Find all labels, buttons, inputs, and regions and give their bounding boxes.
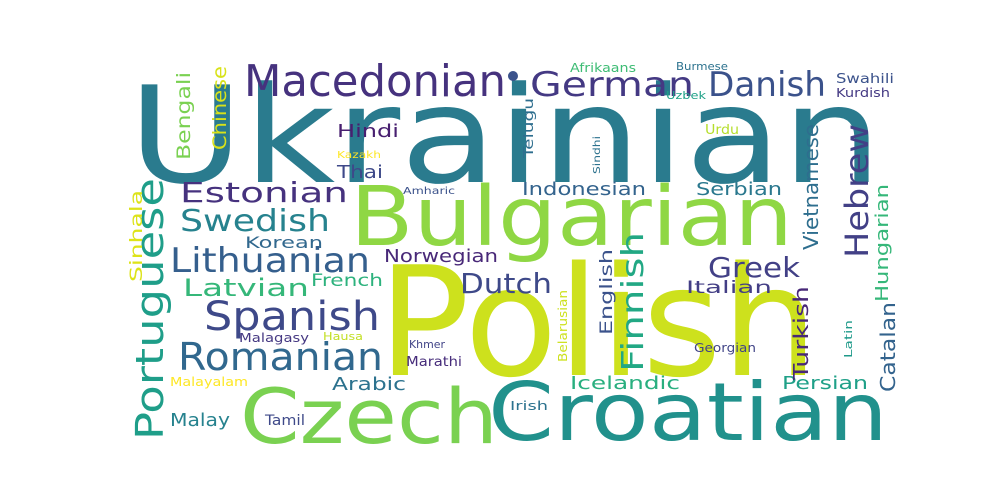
word-finnish: Finnish: [616, 232, 651, 372]
word-catalan: Catalan: [876, 302, 900, 392]
word-turkish: Turkish: [789, 286, 813, 381]
word-italian: Italian: [686, 278, 772, 298]
word-kurdish: Kurdish: [836, 86, 890, 100]
word-german: German: [530, 65, 694, 105]
word-serbian: Serbian: [696, 179, 782, 200]
word-croatian: Croatian: [488, 366, 888, 459]
word-english: English: [597, 249, 617, 335]
word-macedonian: Macedonian: [244, 56, 506, 107]
word-indonesian: Indonesian: [522, 179, 646, 200]
word-burmese: Burmese: [676, 60, 728, 73]
word-hungarian: Hungarian: [872, 184, 893, 302]
word-amharic: Amharic: [403, 186, 455, 197]
word-ukrainian: Ukrainian: [128, 58, 882, 214]
word-vietnamese: Vietnamese: [799, 124, 823, 250]
word-danish: Danish: [708, 65, 826, 105]
word-khmer: Khmer: [409, 338, 445, 351]
word-hindi: Hindi: [337, 121, 399, 142]
word-swedish: Swedish: [180, 204, 330, 239]
word-bulgarian: Bulgarian: [350, 170, 793, 265]
word-latin: Latin: [842, 320, 855, 358]
word-malay: Malay: [170, 410, 230, 431]
word-latvian: Latvian: [183, 274, 309, 302]
word-arabic: Arabic: [332, 374, 406, 395]
word-french: French: [311, 271, 383, 291]
word-persian: Persian: [782, 373, 868, 394]
word-malagasy: Malagasy: [239, 331, 309, 345]
word-polish: Polish: [378, 234, 818, 411]
word-kazakh: Kazakh: [337, 150, 381, 161]
word-korean: Korean: [245, 233, 323, 252]
word-telugu: Telugu: [522, 98, 537, 159]
word-thai: Thai: [336, 162, 383, 183]
word-urdu: Urdu: [705, 123, 739, 138]
separator-dot: [508, 71, 518, 81]
word-greek: Greek: [708, 251, 801, 284]
word-hausa: Hausa: [323, 330, 363, 343]
word-afrikaans: Afrikaans: [570, 61, 636, 75]
word-czech: Czech: [240, 372, 498, 461]
word-spanish: Spanish: [204, 294, 380, 340]
word-romanian: Romanian: [178, 335, 383, 379]
word-malayalam: Malayalam: [170, 375, 248, 389]
word-dutch: Dutch: [460, 267, 552, 300]
word-uzbek: Uzbek: [666, 89, 707, 102]
word-portuguese: Portuguese: [128, 178, 172, 440]
word-georgian: Georgian: [694, 341, 756, 355]
word-norwegian: Norwegian: [384, 246, 498, 267]
word-sindhi: Sindhi: [592, 136, 603, 174]
word-swahili: Swahili: [836, 72, 894, 87]
word-icelandic: Icelandic: [570, 373, 680, 394]
word-belarusian: Belarusian: [556, 290, 570, 362]
word-hebrew: Hebrew: [838, 124, 876, 258]
word-sinhala: Sinhala: [127, 190, 147, 282]
word-chinese: Chinese: [209, 66, 231, 150]
word-estonian: Estonian: [180, 176, 348, 209]
word-bengali: Bengali: [173, 72, 195, 160]
word-tamil: Tamil: [264, 413, 305, 429]
word-irish: Irish: [510, 399, 548, 413]
word-lithuanian: Lithuanian: [170, 241, 370, 281]
word-marathi: Marathi: [406, 355, 462, 370]
